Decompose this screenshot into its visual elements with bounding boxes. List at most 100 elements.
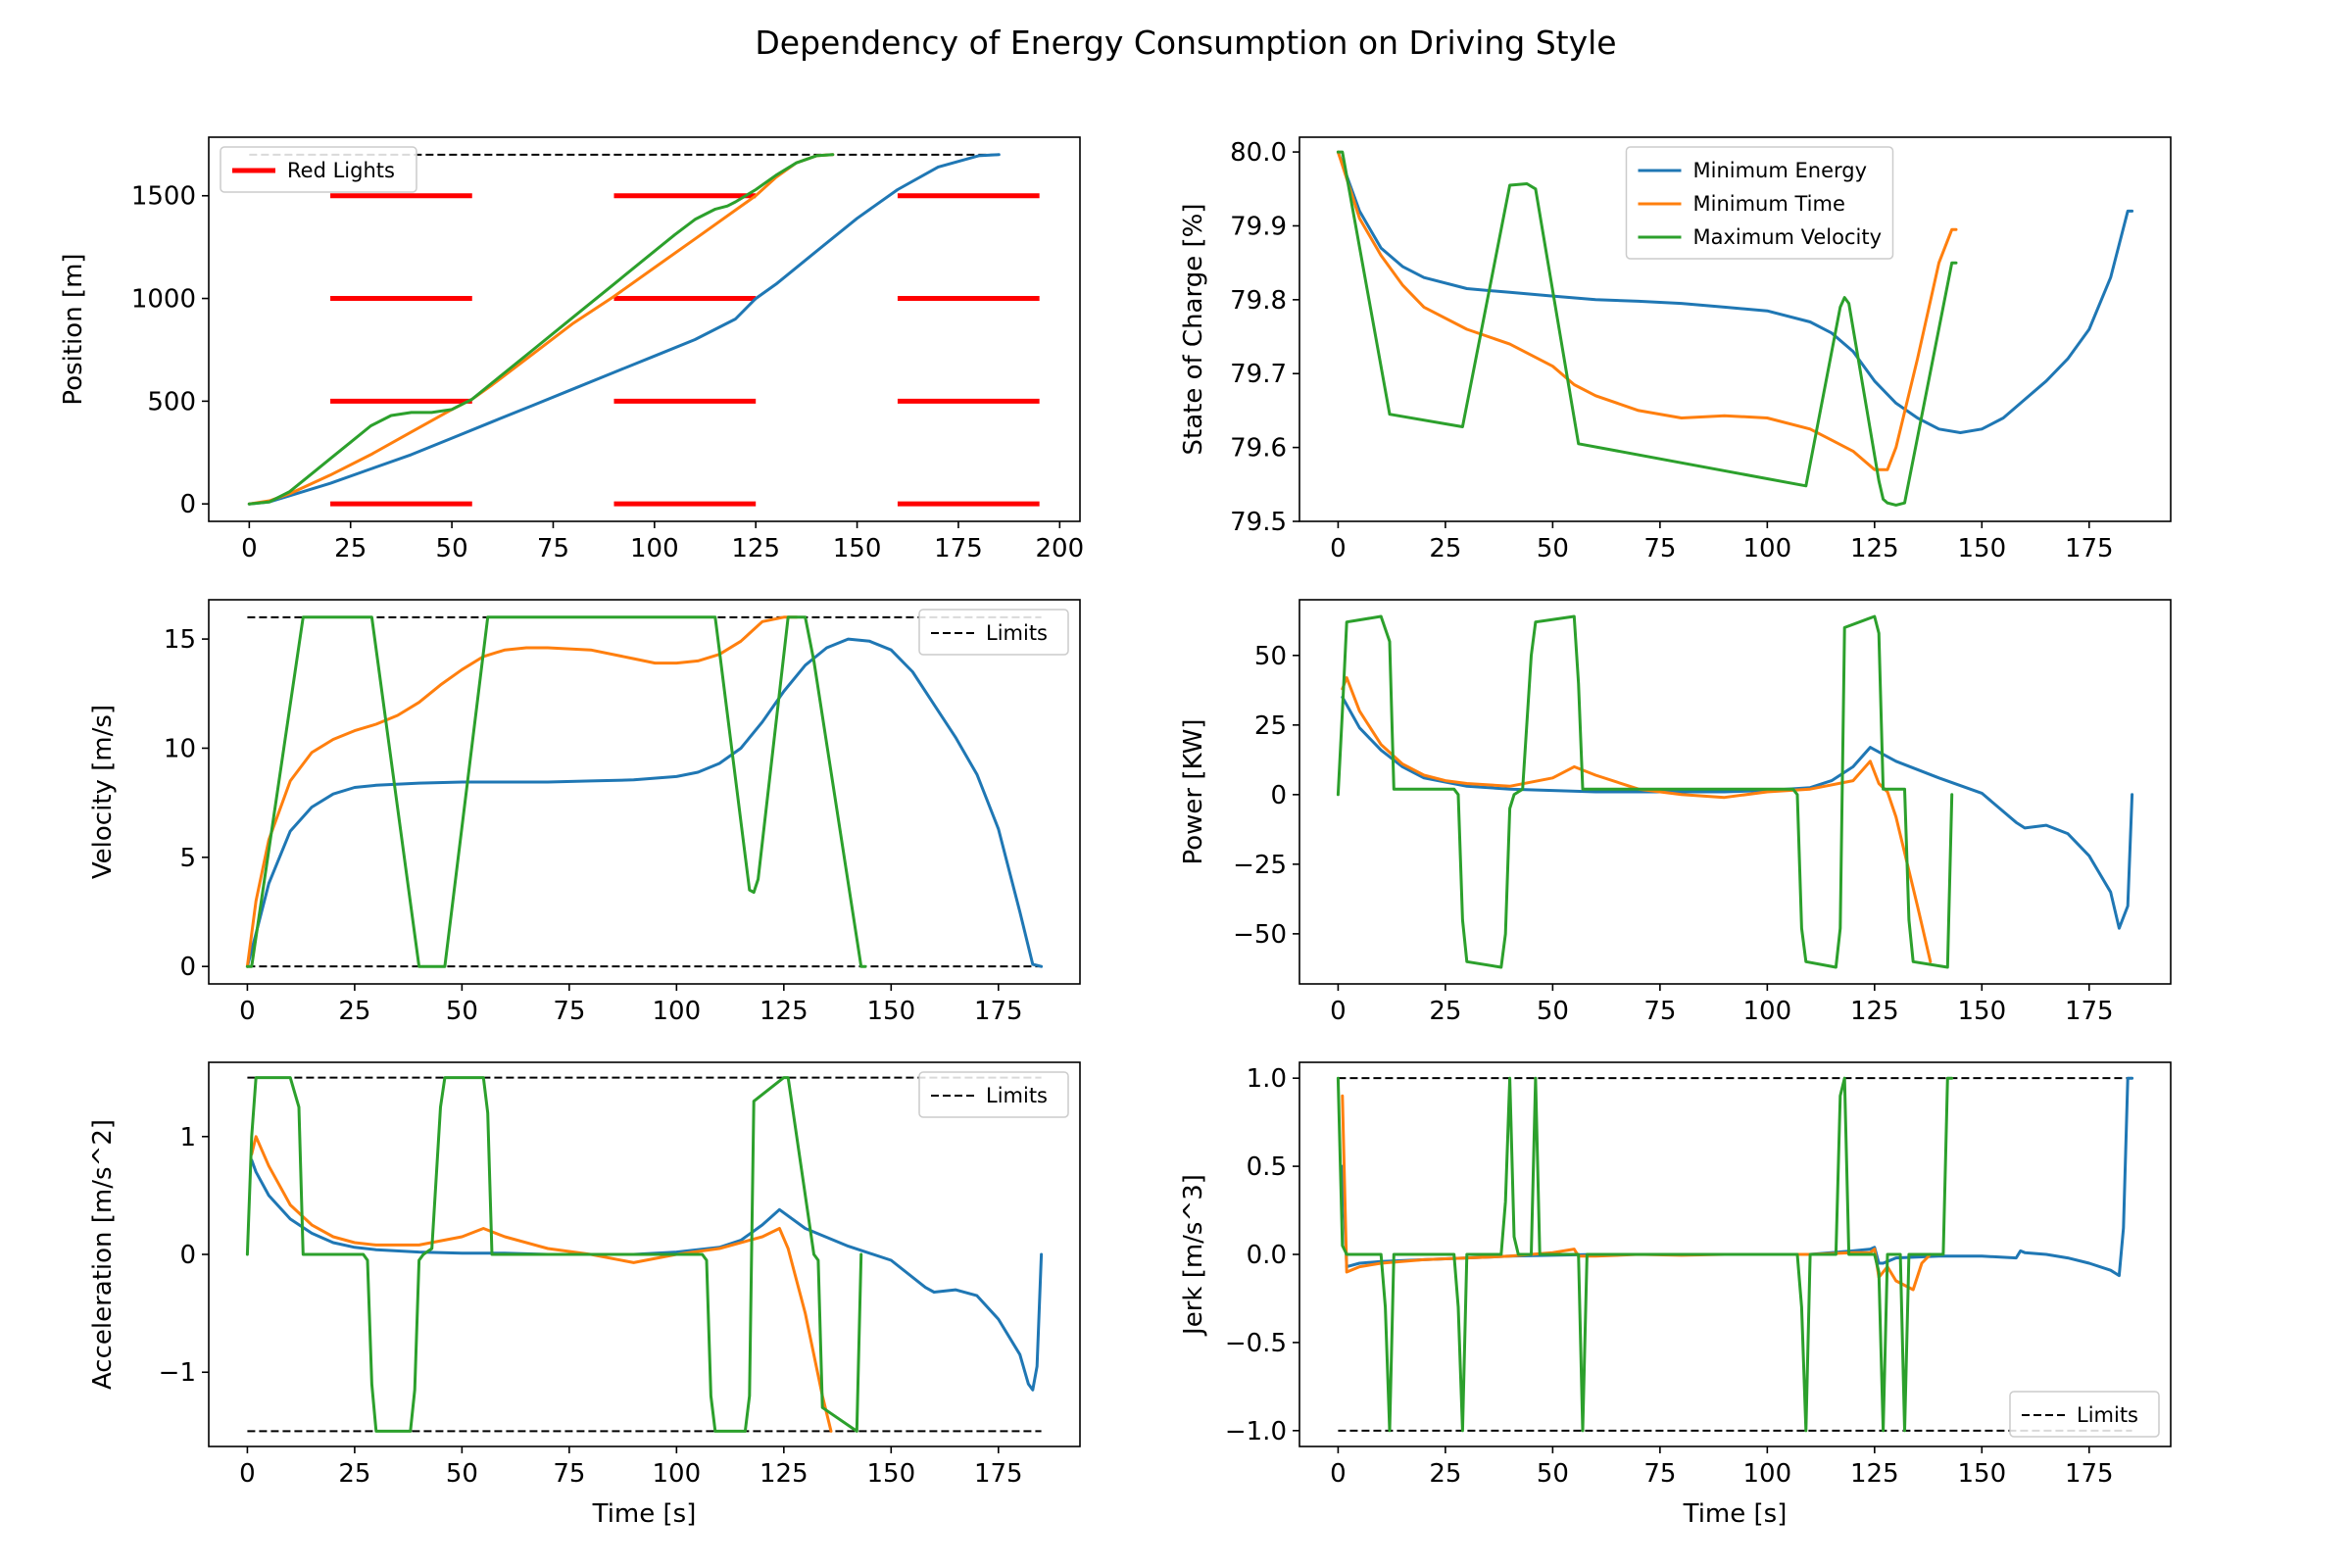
- x-tick-label: 125: [1850, 534, 1899, 564]
- x-tick-label: 125: [760, 997, 808, 1026]
- x-tick-label: 150: [866, 997, 915, 1026]
- x-tick-label: 100: [653, 1459, 702, 1489]
- legend-box: [918, 609, 1069, 656]
- subplot-position: 0 25 50 75 100 125 150 175 200 0 500 1000 1500 Positi…: [59, 136, 1085, 564]
- x-axis-label: Time [s]: [592, 1499, 697, 1529]
- x-tick-label: 175: [974, 1459, 1023, 1489]
- legend-box: [2009, 1391, 2160, 1438]
- series-line-max_velocity: [245, 615, 867, 968]
- axes-frame: [208, 599, 1081, 985]
- y-axis-label: State of Charge [%]: [1179, 204, 1208, 456]
- x-tick-label: 125: [1850, 1459, 1899, 1489]
- y-tick-label: 79.7: [1230, 360, 1287, 389]
- y-tick-label: −1: [159, 1358, 196, 1388]
- x-tick-label: 0: [239, 1459, 256, 1489]
- y-tick-label: −25: [1233, 851, 1287, 880]
- y-tick-label: 10: [164, 734, 196, 763]
- y-tick-label: 1000: [131, 285, 196, 315]
- series-line-max_velocity: [245, 1076, 863, 1433]
- x-tick-label: 150: [866, 1459, 915, 1489]
- x-tick-label: 25: [334, 534, 367, 564]
- y-tick-label: 500: [147, 387, 196, 416]
- y-tick-label: 1: [179, 1123, 196, 1152]
- y-tick-label: 50: [1254, 642, 1287, 671]
- x-tick-label: 25: [338, 997, 370, 1026]
- legend-label: Minimum Time: [1693, 192, 1845, 216]
- x-tick-label: 125: [1850, 997, 1899, 1026]
- x-tick-label: 0: [1330, 997, 1347, 1026]
- x-tick-label: 50: [1537, 1459, 1569, 1489]
- x-tick-label: 25: [1429, 997, 1461, 1026]
- y-tick-label: 1500: [131, 182, 196, 212]
- subplot-acceleration: 0 25 50 75 100 125 150 175 −1 0 1 Acceleration [m/s…: [88, 1061, 1081, 1529]
- y-tick-label: −50: [1233, 920, 1287, 950]
- subplot-soc: 0 25 50 75 100 125 150 175 79.5 79.6 79.7 79.8 79.9 8…: [1179, 136, 2172, 564]
- y-tick-label: 79.5: [1230, 508, 1287, 537]
- x-tick-label: 0: [1330, 534, 1347, 564]
- y-tick-label: 79.9: [1230, 212, 1287, 241]
- x-tick-label: 100: [1743, 1459, 1792, 1489]
- x-tick-label: 150: [1957, 534, 2006, 564]
- legend: Minimum Energy Minimum Time Maximum Veloci…: [1625, 146, 1894, 260]
- series-line-min_energy: [1336, 150, 2134, 434]
- x-tick-label: 50: [1537, 534, 1569, 564]
- subplot-power: 0 25 50 75 100 125 150 175 −50 −25 0 25 50 Power [KW]: [1179, 599, 2172, 1026]
- x-tick-label: 175: [974, 997, 1023, 1026]
- x-tick-label: 25: [338, 1459, 370, 1489]
- plot-area: [245, 615, 1044, 968]
- x-tick-label: 75: [553, 1459, 585, 1489]
- y-tick-label: −0.5: [1225, 1329, 1287, 1358]
- x-tick-label: 25: [1429, 534, 1461, 564]
- series-line-min_energy: [250, 1158, 1044, 1392]
- series-line-min_energy: [247, 153, 1001, 506]
- legend-label: Limits: [986, 1084, 1048, 1107]
- y-axis-label: Jerk [m/s^3]: [1179, 1174, 1208, 1337]
- legend-box: [1625, 146, 1894, 260]
- y-axis-label: Power [KW]: [1179, 719, 1208, 865]
- legend: Limits: [918, 609, 1069, 656]
- subplot-jerk: 0 25 50 75 100 125 150 175 −1.0 −0.5 0.0 0.5 1.0 Jerk…: [1179, 1061, 2172, 1529]
- y-tick-label: 79.6: [1230, 434, 1287, 464]
- series-line-min_time: [245, 615, 799, 968]
- x-tick-label: 75: [1643, 534, 1676, 564]
- y-tick-label: 79.8: [1230, 286, 1287, 316]
- series-line-max_velocity: [1336, 150, 1958, 507]
- y-axis-label: Velocity [m/s]: [88, 705, 118, 879]
- y-tick-label: −1.0: [1225, 1417, 1287, 1446]
- legend-label: Minimum Energy: [1693, 159, 1868, 182]
- x-tick-label: 50: [1537, 997, 1569, 1026]
- x-tick-label: 125: [731, 534, 780, 564]
- x-tick-label: 75: [537, 534, 569, 564]
- x-tick-label: 50: [446, 1459, 478, 1489]
- axes-frame: [208, 136, 1081, 522]
- x-tick-label: 100: [1743, 997, 1792, 1026]
- series-line-min_time: [1336, 150, 1958, 471]
- x-tick-label: 175: [934, 534, 983, 564]
- x-tick-label: 0: [241, 534, 258, 564]
- x-tick-label: 175: [2065, 997, 2114, 1026]
- y-tick-label: 1.0: [1247, 1064, 1287, 1094]
- x-tick-label: 75: [553, 997, 585, 1026]
- x-tick-label: 100: [1743, 534, 1792, 564]
- x-tick-label: 125: [760, 1459, 808, 1489]
- y-axis-label: Acceleration [m/s^2]: [88, 1119, 118, 1390]
- legend-label: Limits: [2077, 1403, 2138, 1427]
- axes-frame: [1298, 599, 2172, 985]
- legend-box: [918, 1071, 1069, 1118]
- x-tick-label: 150: [1957, 997, 2006, 1026]
- x-tick-label: 100: [653, 997, 702, 1026]
- plot-area: [245, 1076, 1044, 1433]
- plot-area: [1336, 1076, 2134, 1433]
- series-line-max_velocity: [247, 153, 835, 506]
- x-tick-label: 200: [1036, 534, 1085, 564]
- x-tick-label: 0: [239, 997, 256, 1026]
- y-tick-label: 0: [179, 1241, 196, 1270]
- plot-area: [1336, 614, 2134, 969]
- series-line-min_energy: [245, 637, 1044, 968]
- series-line-min_time: [250, 1135, 833, 1433]
- x-tick-label: 175: [2065, 534, 2114, 564]
- series-line-max_velocity: [1336, 614, 1954, 969]
- x-tick-label: 100: [630, 534, 679, 564]
- y-tick-label: 0: [179, 490, 196, 519]
